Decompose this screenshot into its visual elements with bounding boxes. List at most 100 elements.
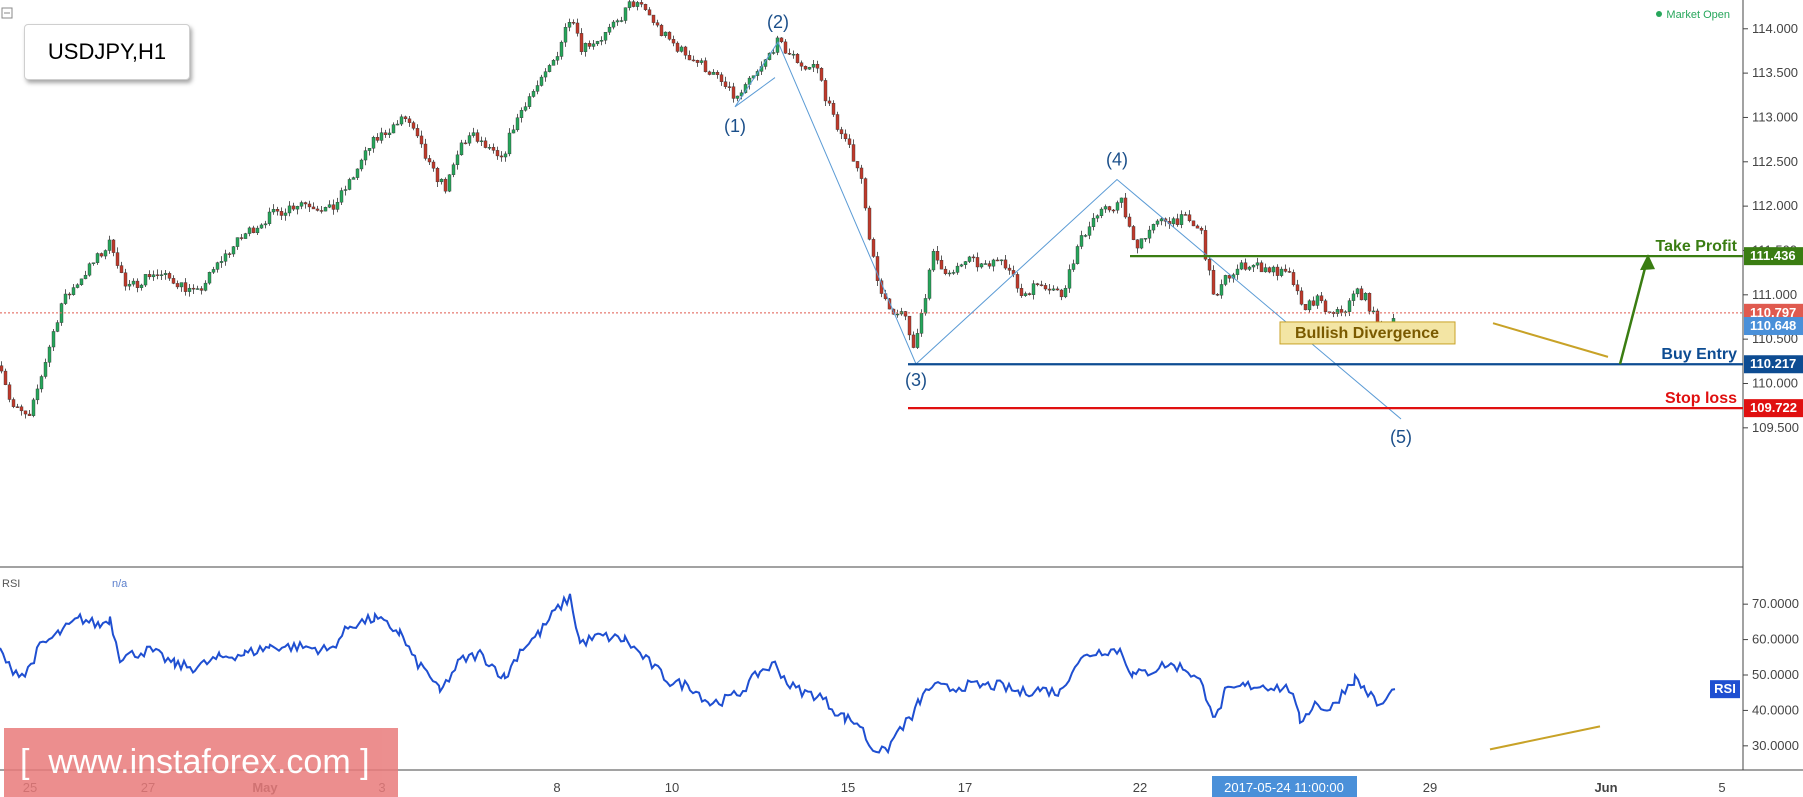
- stop-loss-price-badge: [1744, 399, 1803, 418]
- candle-body: [243, 233, 248, 239]
- buy-entry-price-badge: [1744, 355, 1803, 374]
- candle-body: [1359, 288, 1364, 301]
- candle-body: [663, 31, 668, 37]
- candle-body: [827, 100, 832, 104]
- candle-body: [991, 259, 996, 267]
- candle-body: [1103, 206, 1108, 210]
- candle-body: [103, 250, 108, 257]
- candle-body: [295, 206, 300, 210]
- candle-body: [895, 313, 900, 316]
- candle-body: [915, 333, 920, 348]
- candle-body: [1087, 226, 1092, 236]
- candle-body: [495, 150, 500, 157]
- candle-body: [1339, 309, 1344, 313]
- candle-body: [659, 24, 664, 37]
- rsi-line: [0, 593, 1396, 755]
- candlestick-series: [0, 0, 1396, 419]
- candle-body: [1239, 262, 1244, 270]
- candle-body: [1195, 225, 1200, 229]
- candle-body: [319, 210, 324, 212]
- candle-body: [127, 283, 132, 287]
- current-price-text: 110.797: [1750, 305, 1796, 320]
- candle-body: [215, 262, 220, 270]
- candle-body: [863, 178, 868, 209]
- rsi-tick-label: 40.0000: [1752, 702, 1799, 717]
- candle-body: [1283, 268, 1288, 272]
- candle-body: [571, 22, 576, 24]
- candle-body: [447, 174, 452, 192]
- collapse-icon[interactable]: [1, 7, 13, 19]
- candle-body: [1275, 266, 1280, 276]
- candle-body: [123, 272, 128, 287]
- symbol-label[interactable]: USDJPY,H1: [24, 24, 190, 80]
- candle-body: [387, 132, 392, 135]
- candle-body: [355, 168, 360, 178]
- candle-body: [311, 206, 316, 210]
- candle-body: [871, 239, 876, 257]
- time-tick-label: 10: [665, 780, 679, 795]
- candle-body: [235, 237, 240, 247]
- candle-body: [1367, 292, 1372, 312]
- candle-body: [35, 388, 40, 401]
- candle-body: [1303, 304, 1308, 311]
- rsi-axis[interactable]: 70.0000 60.0000 50.0000 40.0000 30.0000: [1743, 596, 1799, 753]
- candle-body: [723, 81, 728, 87]
- candle-body: [843, 133, 848, 140]
- stop-loss-price-text: 109.722: [1750, 400, 1797, 415]
- candle-body: [251, 227, 256, 234]
- wave-label-3: (3): [905, 370, 927, 390]
- candle-body: [115, 252, 120, 266]
- candle-body: [95, 253, 100, 263]
- candle-body: [803, 65, 808, 70]
- candle-body: [1071, 263, 1076, 270]
- candle-body: [1335, 309, 1340, 314]
- candle-body: [1067, 269, 1072, 289]
- candle-body: [911, 334, 916, 348]
- price-tick-label: 110.000: [1752, 375, 1798, 390]
- candle-body: [87, 263, 92, 276]
- candle-body: [1363, 292, 1368, 301]
- candle-body: [959, 264, 964, 267]
- candle-body: [1123, 197, 1128, 218]
- candle-body: [691, 59, 696, 62]
- candle-body: [675, 42, 680, 52]
- candle-body: [139, 284, 144, 288]
- candle-body: [1107, 206, 1112, 211]
- candle-body: [31, 399, 36, 416]
- candle-body: [391, 124, 396, 134]
- candle-body: [639, 2, 644, 5]
- candle-body: [535, 85, 540, 92]
- candle-body: [39, 376, 44, 390]
- market-status-dot: [1656, 11, 1662, 17]
- candle-body: [159, 274, 164, 276]
- candle-body: [1159, 218, 1164, 222]
- candle-body: [695, 60, 700, 63]
- candle-body: [363, 150, 368, 161]
- candle-body: [551, 60, 556, 66]
- candle-body: [995, 259, 1000, 262]
- candle-body: [935, 251, 940, 261]
- candle-body: [63, 293, 68, 304]
- candle-body: [887, 298, 892, 310]
- rsi-divergence-line: [1489, 725, 1601, 751]
- candle-body: [27, 413, 32, 416]
- candle-body: [1019, 288, 1024, 296]
- elliott-wave-line: [734, 41, 1402, 420]
- candle-body: [1023, 293, 1028, 296]
- candle-body: [255, 227, 260, 234]
- candle-body: [567, 22, 572, 28]
- candle-body: [1235, 268, 1240, 275]
- candle-body: [1111, 209, 1116, 212]
- candle-body: [575, 22, 580, 34]
- candle-body: [1035, 283, 1040, 285]
- candle-body: [699, 60, 704, 63]
- candle-body: [563, 27, 568, 43]
- candle-body: [555, 56, 560, 61]
- candle-body: [1183, 214, 1188, 216]
- candle-body: [579, 33, 584, 52]
- candle-body: [475, 132, 480, 142]
- candle-body: [1251, 264, 1256, 268]
- candle-body: [1219, 284, 1224, 296]
- candle-body: [927, 269, 932, 299]
